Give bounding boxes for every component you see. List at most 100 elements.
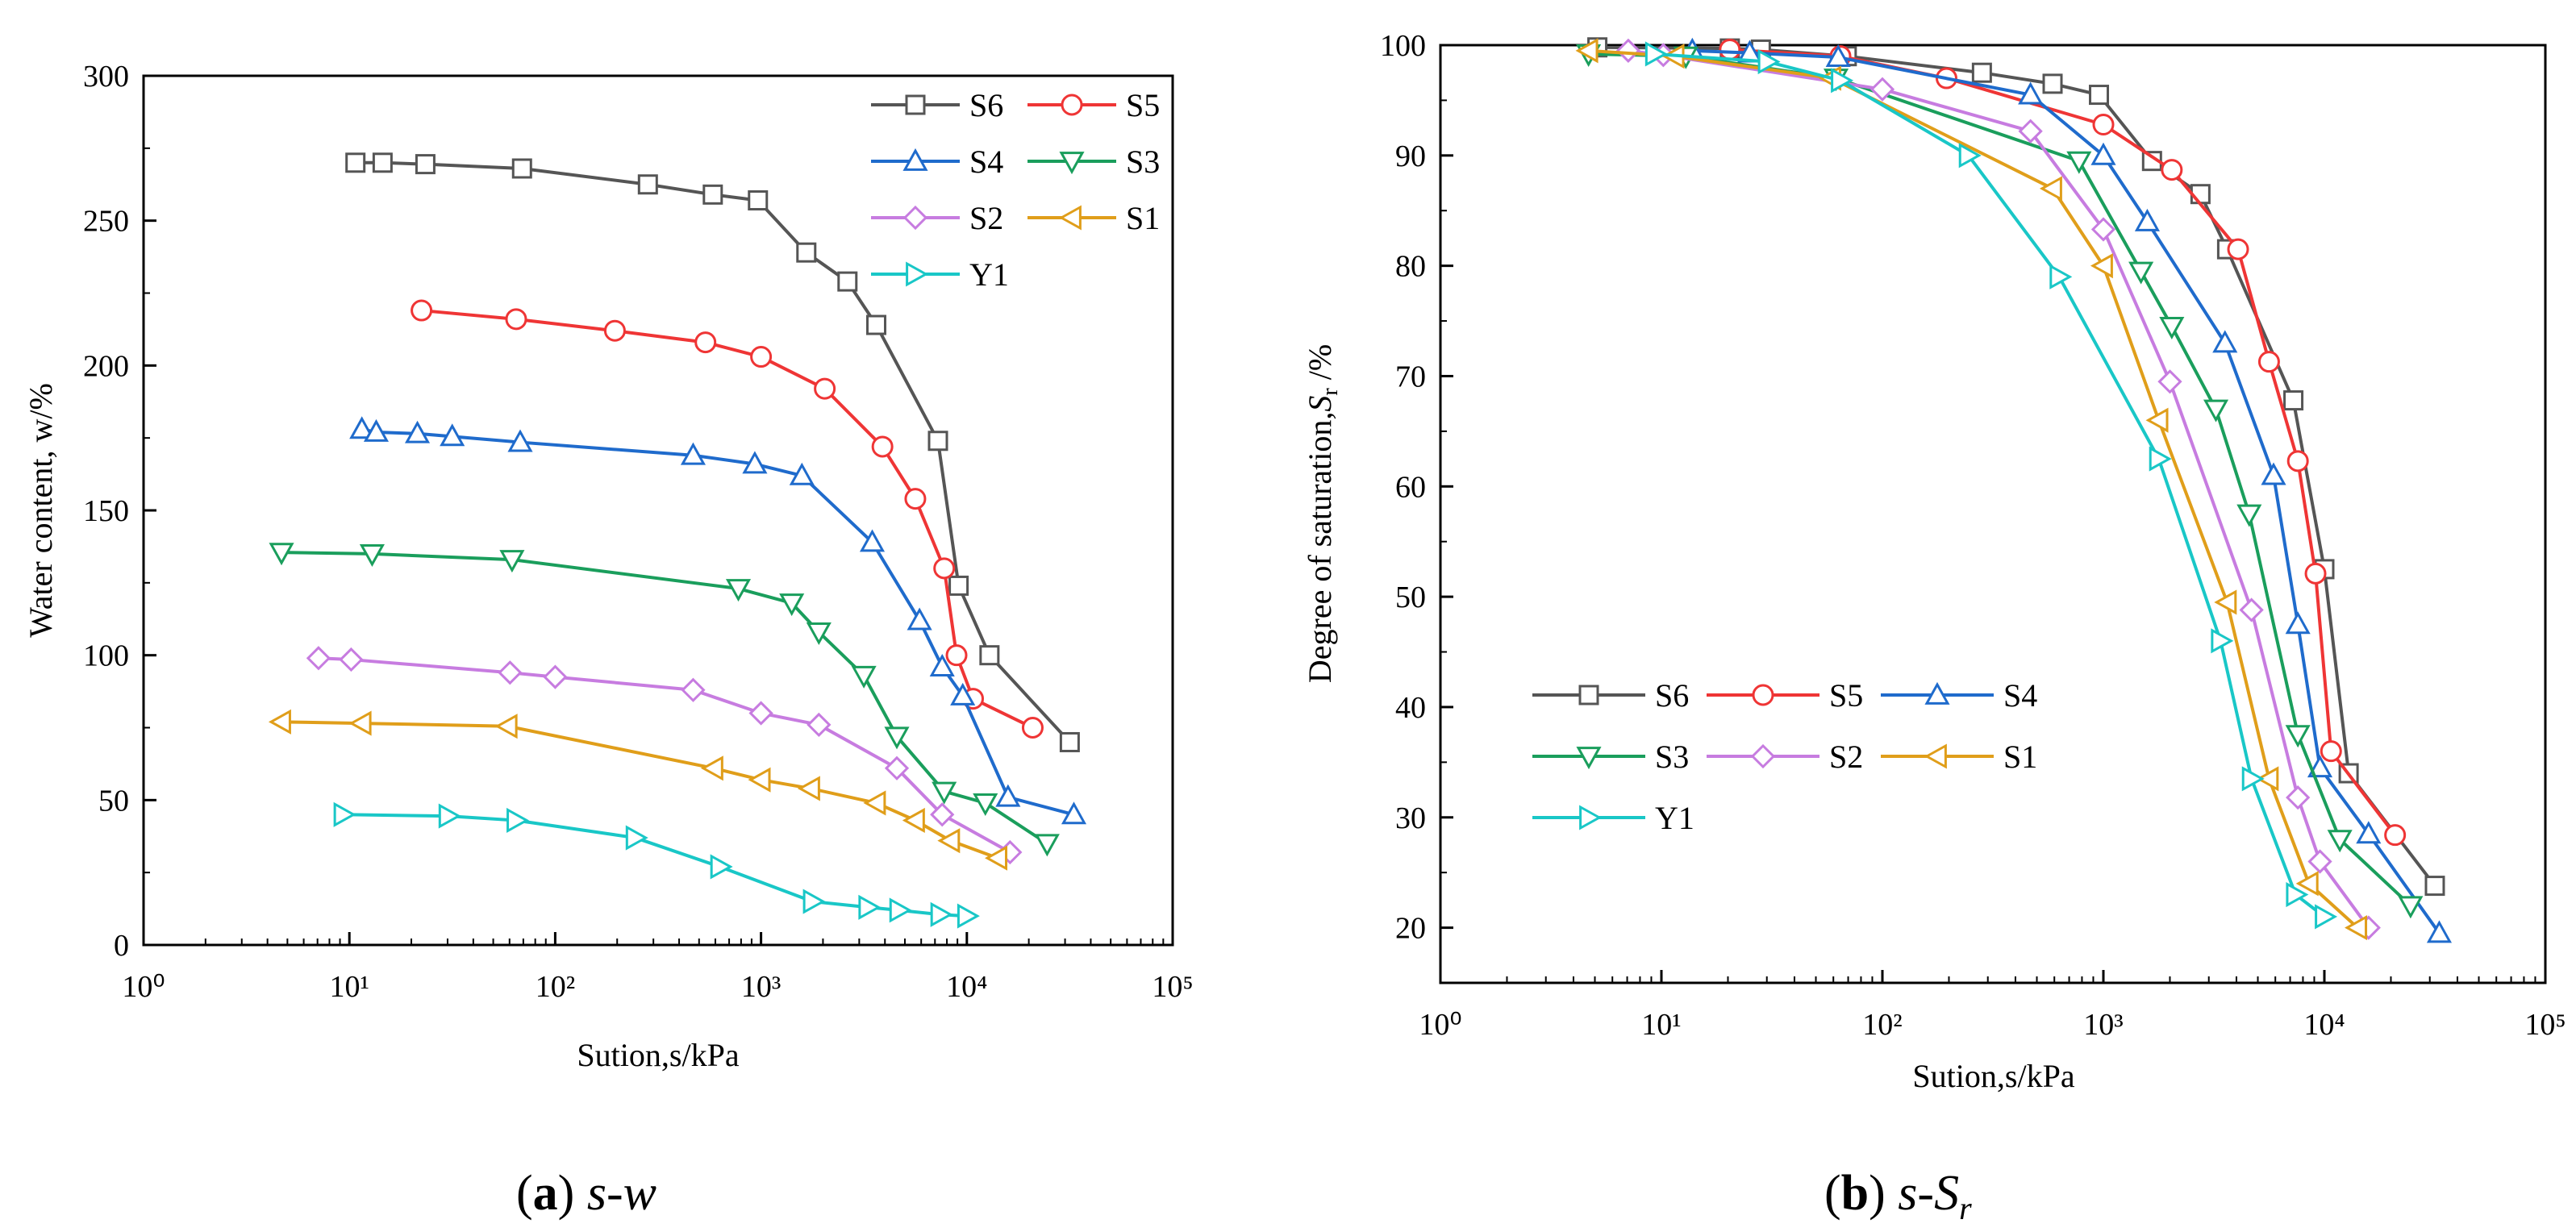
- x-tick-label: 10²: [1862, 1008, 1902, 1042]
- data-point: [1061, 801, 1087, 825]
- data-point: [268, 709, 291, 735]
- legend-label: S5: [1829, 677, 1863, 714]
- legend-marker: [902, 148, 928, 171]
- data-point: [859, 529, 886, 552]
- data-point: [930, 901, 953, 927]
- y-tick-label: 20: [1395, 912, 1426, 946]
- series-line-s3: [1588, 52, 2412, 907]
- series-line-s1: [281, 720, 998, 860]
- data-point: [1831, 68, 1854, 94]
- legend-label: S2: [1829, 739, 1863, 775]
- data-point: [359, 544, 385, 567]
- y-axis-title-a: Water content, w/%: [23, 383, 59, 638]
- caption-a-close: ): [558, 1166, 587, 1221]
- data-point: [742, 451, 768, 474]
- y-axis-title-b-var: S: [1302, 396, 1338, 412]
- caption-a: (a) s-w: [516, 1166, 657, 1221]
- y-axis-title-b-main: Degree of saturation,: [1302, 412, 1338, 684]
- series-s2: [306, 646, 1023, 865]
- y-tick-label: 50: [98, 784, 129, 818]
- data-point: [2149, 446, 2172, 472]
- caption-b-text: s-S: [1898, 1166, 1959, 1221]
- series-line-s4: [1692, 48, 2441, 934]
- data-point: [345, 152, 366, 173]
- data-point: [871, 435, 894, 458]
- legend-entry-s6: S6: [1532, 677, 1689, 714]
- data-point: [349, 416, 375, 439]
- legend-marker: [1579, 805, 1603, 830]
- y-tick-label: 30: [1395, 801, 1426, 835]
- data-point: [2286, 450, 2309, 472]
- series-y1: [333, 801, 980, 929]
- y-tick-label: 0: [114, 929, 129, 963]
- x-tick-label: 10⁰: [1419, 1008, 1461, 1042]
- y-tick-label: 60: [1395, 470, 1426, 504]
- data-point: [2214, 589, 2237, 615]
- data-point: [973, 793, 998, 817]
- legend-marker: [1578, 685, 1599, 705]
- data-point: [507, 429, 533, 452]
- data-point: [2190, 184, 2211, 205]
- data-point: [779, 593, 805, 617]
- x-tick-label: 10²: [536, 970, 575, 1004]
- legend-entry-s4: S4: [1881, 677, 2037, 714]
- x-tick-label: 10³: [2083, 1008, 2123, 1042]
- x-tick-label: 10⁰: [122, 970, 165, 1004]
- data-point: [1575, 38, 1599, 64]
- data-point: [884, 726, 910, 750]
- data-point: [748, 767, 771, 793]
- data-point: [948, 575, 969, 596]
- data-point: [625, 825, 648, 851]
- data-point: [748, 190, 769, 211]
- data-point: [1757, 48, 1781, 75]
- data-point: [2285, 611, 2311, 635]
- x-tick-label: 10⁵: [1152, 970, 1193, 1004]
- legend-b: S6 S5 S4 S3 S2 S1 Y1: [1532, 677, 2037, 836]
- series-y1: [1644, 41, 2338, 930]
- data-point: [1971, 62, 1992, 83]
- x-tick-label: 10⁴: [2303, 1008, 2345, 1042]
- data-point: [1719, 38, 1741, 60]
- data-point: [1059, 731, 1080, 752]
- series-s4: [349, 416, 1087, 825]
- x-tick-label: 10¹: [329, 970, 369, 1004]
- data-point: [339, 647, 364, 672]
- legend-label: S4: [969, 144, 1003, 180]
- data-point: [1615, 38, 1641, 63]
- legend-marker: [1750, 743, 1776, 769]
- series-line-y1: [1654, 52, 2326, 918]
- data-point: [950, 682, 976, 705]
- series-line-s3: [281, 551, 1048, 845]
- caption-b-open: (: [1824, 1166, 1841, 1221]
- data-point: [2092, 114, 2115, 136]
- series-s1: [268, 709, 1008, 871]
- data-point: [710, 854, 733, 880]
- legend-entry-s1: S1: [1881, 739, 2037, 775]
- data-point: [748, 701, 773, 726]
- y-tick-label: 40: [1395, 691, 1426, 725]
- legend-label: S4: [2003, 677, 2037, 714]
- data-point: [889, 897, 912, 923]
- data-point: [806, 622, 832, 646]
- x-tick-label: 10¹: [1641, 1008, 1681, 1042]
- data-point: [498, 660, 523, 685]
- x-tick-label: 10⁴: [946, 970, 987, 1004]
- legend-marker: [902, 205, 928, 231]
- data-point: [680, 442, 706, 465]
- caption-b: (b) s-Sr: [1824, 1166, 1972, 1226]
- data-point: [2384, 824, 2407, 847]
- data-point: [957, 903, 980, 929]
- legend-label: S2: [969, 200, 1003, 236]
- data-point: [851, 665, 877, 689]
- series-group-a: [268, 152, 1087, 929]
- series-line-s2: [318, 656, 1011, 854]
- data-point: [945, 644, 968, 667]
- legend-marker: [906, 261, 929, 287]
- data-point: [1958, 143, 1982, 169]
- panel-b-chart: 10⁰ 10¹ 10² 10³ 10⁴ 10⁵ 20 30 40 50 60 70 80 90 100 S6…: [1302, 29, 2566, 1094]
- y-tick-label: 150: [83, 494, 129, 528]
- data-point: [2211, 628, 2234, 654]
- data-point: [2286, 785, 2311, 810]
